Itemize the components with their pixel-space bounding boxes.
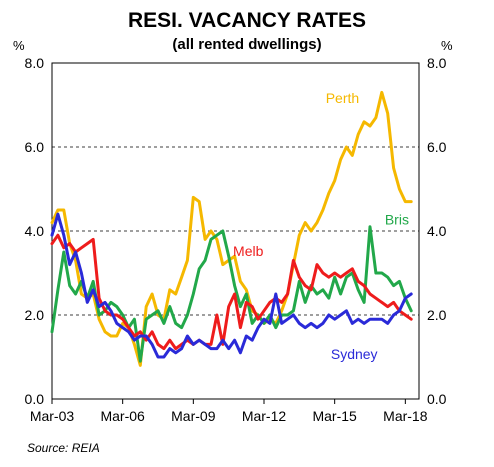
y-tick-right-6.0: 6.0 — [427, 139, 447, 155]
x-tick-label-Mar-12: Mar-12 — [242, 408, 287, 424]
series-line-sydney — [50, 212, 413, 359]
right-axis-unit: % — [441, 38, 453, 53]
y-tick-right-4.0: 4.0 — [427, 223, 447, 239]
series-lines — [50, 90, 413, 367]
series-line-bris — [50, 225, 413, 363]
x-tick-label-Mar-15: Mar-15 — [312, 408, 357, 424]
y-tick-left-2.0: 2.0 — [25, 307, 45, 323]
series-label-perth: Perth — [326, 90, 359, 106]
series-label-melb: Melb — [233, 243, 264, 259]
series-label-bris: Bris — [385, 212, 409, 228]
x-tick-label-Mar-03: Mar-03 — [30, 408, 75, 424]
y-tick-right-0.0: 0.0 — [427, 391, 447, 407]
y-tick-right-8.0: 8.0 — [427, 55, 447, 71]
x-tick-label-Mar-18: Mar-18 — [383, 408, 428, 424]
y-tick-right-2.0: 2.0 — [427, 307, 447, 323]
y-tick-left-4.0: 4.0 — [25, 223, 45, 239]
chart-subtitle: (all rented dwellings) — [172, 36, 321, 53]
series-label-sydney: Sydney — [331, 346, 378, 362]
y-tick-left-8.0: 8.0 — [25, 55, 45, 71]
chart-title: RESI. VACANCY RATES — [128, 9, 366, 32]
x-tick-label-Mar-06: Mar-06 — [100, 408, 145, 424]
source-note: Source: REIA — [27, 441, 100, 455]
left-axis-unit: % — [13, 38, 25, 53]
series-labels: Perth Bris Melb Sydney — [233, 90, 409, 362]
series-line-perth — [50, 90, 413, 367]
y-tick-left-0.0: 0.0 — [25, 391, 45, 407]
x-tick-label-Mar-09: Mar-09 — [171, 408, 216, 424]
axis-ticks: 0.0 0.0 2.0 2.0 4.0 4.0 6.0 6.0 8.0 8.0 Mar-03 Mar-… — [25, 55, 447, 424]
y-tick-left-6.0: 6.0 — [25, 139, 45, 155]
